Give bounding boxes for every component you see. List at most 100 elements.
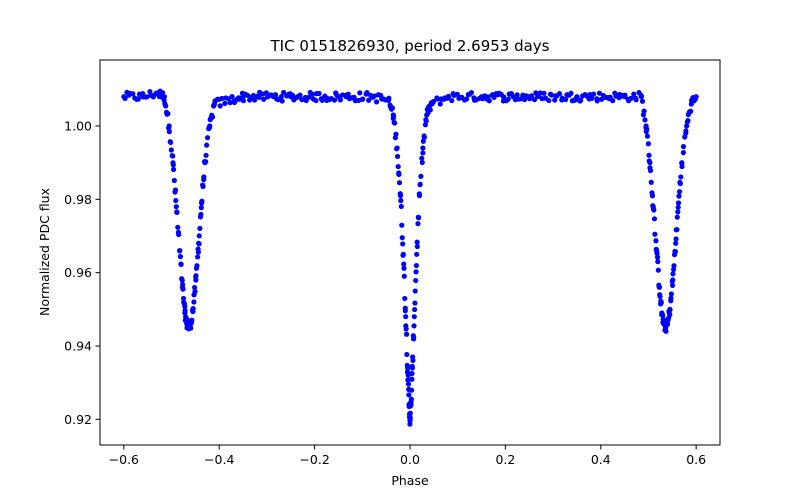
data-point: [364, 90, 370, 96]
data-point: [411, 314, 417, 320]
data-point: [591, 91, 597, 97]
data-point: [654, 254, 661, 260]
x-tick-label: −0.4: [204, 452, 234, 467]
data-point: [211, 101, 218, 107]
y-axis-label: Normalized PDC flux: [37, 188, 52, 316]
data-point: [428, 101, 435, 107]
data-point: [672, 249, 678, 255]
data-point: [261, 96, 267, 102]
data-point: [531, 97, 538, 103]
data-point: [170, 166, 177, 173]
data-point: [272, 92, 279, 98]
data-points: [121, 88, 699, 427]
data-point: [646, 152, 652, 158]
data-point: [192, 288, 198, 295]
data-point: [658, 299, 664, 306]
data-point: [396, 171, 402, 178]
data-point: [401, 261, 407, 267]
data-point: [414, 239, 420, 245]
data-point: [468, 89, 475, 96]
x-tick-label: 0.0: [400, 452, 420, 467]
data-point: [369, 94, 375, 100]
data-point: [656, 284, 663, 290]
data-point: [526, 94, 532, 100]
data-point: [161, 94, 167, 100]
data-point: [650, 204, 656, 210]
data-point: [639, 98, 646, 104]
data-point: [406, 392, 412, 398]
data-point: [556, 91, 563, 97]
x-axis-label: Phase: [391, 473, 429, 488]
data-point: [173, 204, 179, 210]
data-point: [174, 209, 180, 216]
data-point: [193, 273, 199, 279]
data-point: [396, 180, 403, 186]
data-point: [405, 381, 412, 387]
data-point: [421, 134, 427, 140]
data-point: [171, 177, 177, 184]
data-point: [407, 416, 413, 422]
data-point: [653, 238, 659, 244]
data-point: [209, 114, 216, 120]
data-point: [397, 193, 404, 199]
data-point: [203, 152, 209, 158]
data-point: [175, 224, 181, 230]
data-point: [647, 160, 653, 166]
data-point: [648, 179, 654, 185]
x-tick-label: −0.6: [109, 452, 139, 467]
data-point: [552, 97, 558, 103]
data-point: [345, 91, 351, 97]
data-point: [651, 216, 658, 222]
data-point: [449, 97, 455, 104]
data-point: [414, 243, 420, 250]
data-point: [414, 251, 420, 257]
data-point: [412, 306, 418, 313]
data-point: [395, 163, 401, 170]
data-point: [675, 204, 681, 210]
data-point: [313, 97, 319, 104]
data-point: [670, 277, 676, 283]
data-point: [679, 163, 685, 170]
data-point: [408, 402, 414, 408]
data-point: [373, 99, 380, 105]
data-point: [610, 98, 616, 104]
data-point: [684, 123, 690, 129]
data-point: [392, 120, 398, 126]
data-point: [408, 387, 415, 393]
data-point: [655, 267, 661, 273]
data-point: [399, 235, 405, 241]
data-point: [514, 92, 520, 98]
data-point: [644, 133, 651, 139]
data-point: [178, 261, 184, 267]
data-point: [423, 118, 429, 124]
data-point: [278, 94, 284, 100]
data-point: [193, 277, 199, 283]
data-point: [674, 214, 680, 220]
data-point: [411, 323, 417, 329]
data-point: [664, 321, 671, 327]
data-point: [688, 101, 694, 107]
data-point: [412, 300, 418, 306]
data-point: [667, 306, 673, 312]
data-point: [415, 215, 422, 221]
data-point: [680, 143, 687, 150]
data-point: [245, 92, 251, 99]
data-point: [505, 96, 511, 102]
data-point: [402, 305, 408, 311]
data-point: [568, 90, 574, 96]
data-point: [649, 193, 656, 199]
data-point: [653, 248, 660, 254]
data-point: [638, 94, 644, 100]
data-point: [168, 139, 174, 146]
data-point: [197, 225, 203, 232]
data-point: [194, 263, 200, 269]
data-point: [403, 314, 409, 320]
data-point: [676, 189, 683, 195]
data-point: [420, 150, 426, 156]
data-point: [252, 97, 258, 103]
data-point: [177, 248, 183, 254]
data-point: [596, 90, 603, 96]
data-point: [217, 103, 223, 109]
data-point: [398, 198, 404, 204]
